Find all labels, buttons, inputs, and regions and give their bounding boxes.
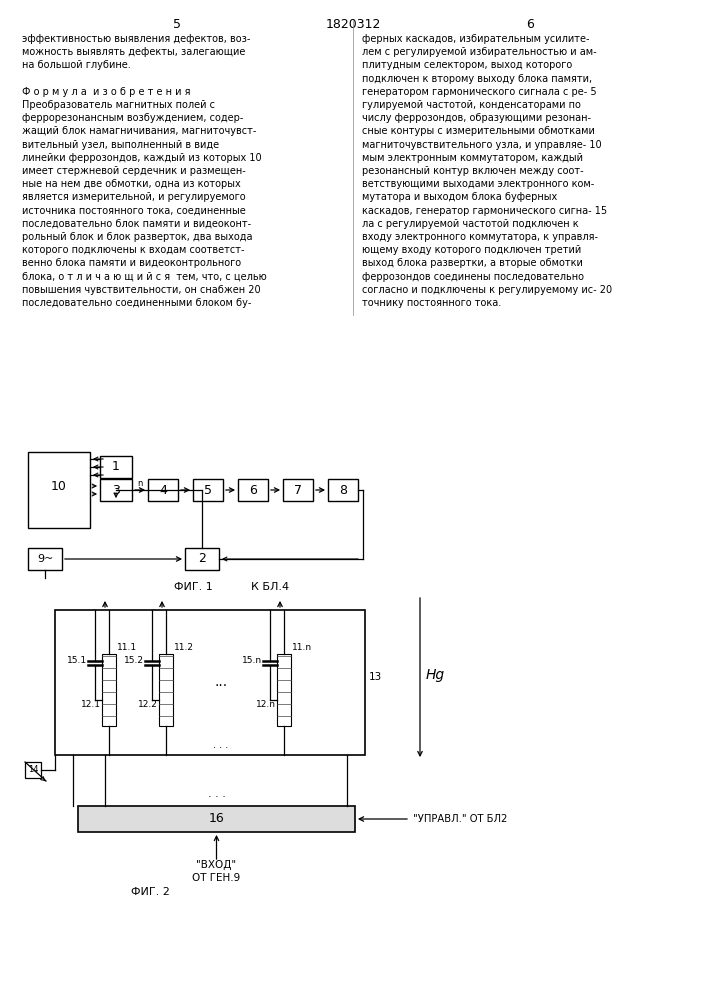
Text: на большой глубине.: на большой глубине. — [22, 60, 131, 70]
Text: точнику постоянного тока.: точнику постоянного тока. — [362, 298, 501, 308]
Text: венно блока памяти и видеоконтрольного: венно блока памяти и видеоконтрольного — [22, 258, 241, 268]
Bar — [100, 456, 132, 478]
Text: ФИГ. 2: ФИГ. 2 — [131, 887, 170, 897]
Bar — [328, 479, 358, 501]
Text: 12.n: 12.n — [256, 700, 276, 709]
Bar — [100, 479, 132, 501]
Text: генератором гармонического сигнала с ре- 5: генератором гармонического сигнала с ре-… — [362, 87, 597, 97]
Text: ющему входу которого подключен третий: ющему входу которого подключен третий — [362, 245, 581, 255]
Text: . . .: . . . — [214, 740, 228, 750]
Text: 13: 13 — [369, 672, 382, 682]
Text: Hg: Hg — [426, 668, 445, 682]
Text: ные на нем две обмотки, одна из которых: ные на нем две обмотки, одна из которых — [22, 179, 241, 189]
Text: ФИГ. 1: ФИГ. 1 — [174, 582, 212, 592]
Bar — [238, 479, 268, 501]
Text: блока, о т л и ч а ю щ и й с я  тем, что, с целью: блока, о т л и ч а ю щ и й с я тем, что,… — [22, 272, 267, 282]
Text: мым электронным коммутатором, каждый: мым электронным коммутатором, каждый — [362, 153, 583, 163]
Text: можность выявлять дефекты, залегающие: можность выявлять дефекты, залегающие — [22, 47, 245, 57]
Text: повышения чувствительности, он снабжен 20: повышения чувствительности, он снабжен 2… — [22, 285, 261, 295]
Text: 11.2: 11.2 — [174, 643, 194, 652]
Text: 14: 14 — [28, 766, 38, 774]
Text: 6: 6 — [249, 484, 257, 496]
Text: гулируемой частотой, конденсаторами по: гулируемой частотой, конденсаторами по — [362, 100, 581, 110]
Text: вительный узел, выполненный в виде: вительный узел, выполненный в виде — [22, 140, 219, 150]
Bar — [283, 479, 313, 501]
Text: "ВХОД": "ВХОД" — [197, 860, 237, 870]
Text: ла с регулируемой частотой подключен к: ла с регулируемой частотой подключен к — [362, 219, 578, 229]
Text: мутатора и выходом блока буферных: мутатора и выходом блока буферных — [362, 192, 557, 202]
Text: входу электронного коммутатора, к управля-: входу электронного коммутатора, к управл… — [362, 232, 598, 242]
Text: ...: ... — [214, 676, 228, 690]
Text: . . .: . . . — [208, 789, 226, 799]
Bar — [78, 806, 355, 832]
Text: 16: 16 — [209, 812, 224, 826]
Text: ветствующими выходами электронного ком-: ветствующими выходами электронного ком- — [362, 179, 595, 189]
Bar — [193, 479, 223, 501]
Text: сные контуры с измерительными обмотками: сные контуры с измерительными обмотками — [362, 126, 595, 136]
Text: числу феррозондов, образующими резонан-: числу феррозондов, образующими резонан- — [362, 113, 591, 123]
Text: 10: 10 — [51, 480, 67, 492]
Bar — [102, 654, 116, 726]
Text: рольный блок и блок разверток, два выхода: рольный блок и блок разверток, два выход… — [22, 232, 252, 242]
Text: 1820312: 1820312 — [325, 18, 380, 31]
Text: 5: 5 — [173, 18, 181, 31]
Text: 11.1: 11.1 — [117, 643, 137, 652]
Text: последовательно соединенными блоком бу-: последовательно соединенными блоком бу- — [22, 298, 252, 308]
Text: ферных каскадов, избирательным усилите-: ферных каскадов, избирательным усилите- — [362, 34, 590, 44]
Text: 4: 4 — [159, 484, 167, 496]
Text: имеет стержневой сердечник и размещен-: имеет стержневой сердечник и размещен- — [22, 166, 246, 176]
Text: каскадов, генератор гармонического сигна- 15: каскадов, генератор гармонического сигна… — [362, 206, 607, 216]
Text: 7: 7 — [294, 484, 302, 496]
Bar — [28, 452, 90, 528]
Text: "УПРАВЛ." ОТ БЛ2: "УПРАВЛ." ОТ БЛ2 — [413, 814, 508, 824]
Bar — [185, 548, 219, 570]
Text: 3: 3 — [112, 484, 120, 496]
Text: n: n — [137, 479, 143, 488]
Text: Преобразователь магнитных полей с: Преобразователь магнитных полей с — [22, 100, 215, 110]
Text: 11.n: 11.n — [292, 643, 312, 652]
Text: ОТ ГЕН.9: ОТ ГЕН.9 — [192, 873, 240, 883]
Text: феррорезонансным возбуждением, содер-: феррорезонансным возбуждением, содер- — [22, 113, 243, 123]
Bar — [148, 479, 178, 501]
Text: плитудным селектором, выход которого: плитудным селектором, выход которого — [362, 60, 572, 70]
Text: эффективностью выявления дефектов, воз-: эффективностью выявления дефектов, воз- — [22, 34, 250, 44]
Text: согласно и подключены к регулируемому ис- 20: согласно и подключены к регулируемому ис… — [362, 285, 612, 295]
Text: источника постоянного тока, соединенные: источника постоянного тока, соединенные — [22, 206, 246, 216]
Text: лем с регулируемой избирательностью и ам-: лем с регулируемой избирательностью и ам… — [362, 47, 597, 57]
Text: 15.1: 15.1 — [67, 656, 87, 665]
Text: 1: 1 — [112, 460, 120, 474]
Text: является измерительной, и регулируемого: является измерительной, и регулируемого — [22, 192, 245, 202]
Text: 12.2: 12.2 — [138, 700, 158, 709]
Text: выход блока развертки, а вторые обмотки: выход блока развертки, а вторые обмотки — [362, 258, 583, 268]
Text: К БЛ.4: К БЛ.4 — [251, 582, 289, 592]
Text: резонансный контур включен между соот-: резонансный контур включен между соот- — [362, 166, 583, 176]
Text: линейки феррозондов, каждый из которых 10: линейки феррозондов, каждый из которых 1… — [22, 153, 262, 163]
Bar — [277, 654, 291, 726]
Text: магниточувствительного узла, и управляе- 10: магниточувствительного узла, и управляе-… — [362, 140, 602, 150]
Bar — [159, 654, 173, 726]
Text: 9~: 9~ — [37, 554, 53, 564]
Text: 2: 2 — [198, 552, 206, 566]
Text: 15.2: 15.2 — [124, 656, 144, 665]
Text: подключен к второму выходу блока памяти,: подключен к второму выходу блока памяти, — [362, 74, 592, 84]
Bar — [28, 548, 62, 570]
Text: Ф о р м у л а  и з о б р е т е н и я: Ф о р м у л а и з о б р е т е н и я — [22, 87, 190, 97]
Bar — [55, 610, 365, 755]
Bar — [25, 762, 41, 778]
Text: последовательно блок памяти и видеоконт-: последовательно блок памяти и видеоконт- — [22, 219, 251, 229]
Text: 6: 6 — [526, 18, 534, 31]
Text: 5: 5 — [204, 484, 212, 496]
Text: которого подключены к входам соответст-: которого подключены к входам соответст- — [22, 245, 245, 255]
Text: 12.1: 12.1 — [81, 700, 101, 709]
Text: 8: 8 — [339, 484, 347, 496]
Text: жащий блок намагничивания, магниточувст-: жащий блок намагничивания, магниточувст- — [22, 126, 257, 136]
Text: феррозондов соединены последовательно: феррозондов соединены последовательно — [362, 272, 584, 282]
Text: 15.n: 15.n — [242, 656, 262, 665]
